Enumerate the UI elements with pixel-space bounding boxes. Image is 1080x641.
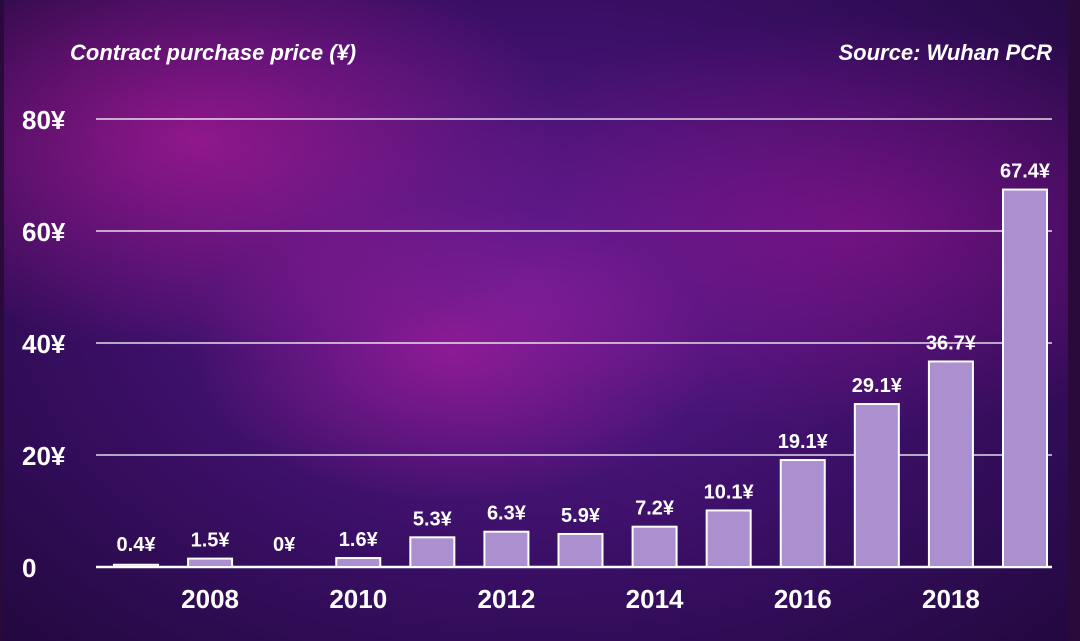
x-tick-label-2008: 2008 xyxy=(181,584,239,614)
value-label-2008: 1.5¥ xyxy=(191,530,231,552)
value-label-2007: 0.4¥ xyxy=(117,534,157,556)
value-label-2015: 10.1¥ xyxy=(704,481,755,503)
x-tick-label-2010: 2010 xyxy=(329,584,387,614)
bar-2010 xyxy=(335,557,382,568)
bar-2018 xyxy=(927,360,974,569)
y-tick-label: 40¥ xyxy=(22,329,66,359)
value-label-2012: 6.3¥ xyxy=(487,503,527,525)
bar-2012 xyxy=(483,530,530,568)
y-tick-label: 20¥ xyxy=(22,441,66,471)
x-tick-label-2014: 2014 xyxy=(626,584,684,614)
bar-2011 xyxy=(409,536,456,569)
bars xyxy=(113,188,1048,569)
value-label-2018: 36.7¥ xyxy=(926,332,977,354)
value-label-2017: 29.1¥ xyxy=(852,375,903,397)
value-label-2010: 1.6¥ xyxy=(339,529,379,551)
x-tick-label-2016: 2016 xyxy=(774,584,832,614)
y-tick-label: 60¥ xyxy=(22,217,66,247)
value-label-2016: 19.1¥ xyxy=(778,431,829,453)
bar-2017 xyxy=(853,403,900,569)
bar-2013 xyxy=(557,532,604,569)
bar-2016 xyxy=(779,459,826,569)
chart-title: Contract purchase price (¥) xyxy=(70,40,356,65)
value-label-2019: 67.4¥ xyxy=(1000,161,1051,183)
x-axis: 2008 2010 2012 2014 2016 2018 xyxy=(181,584,980,614)
chart-container: Contract purchase price (¥) Source: Wuha… xyxy=(4,0,1068,641)
x-tick-label-2012: 2012 xyxy=(477,584,535,614)
bar-2014 xyxy=(631,525,678,568)
value-labels: 0.4¥ 1.5¥ 0¥ 1.6¥ 5.3¥ 6.3¥ 5.9¥ 7.2¥ 10.1¥ 19.1¥… xyxy=(117,161,1051,556)
bar-2015 xyxy=(705,509,752,569)
bar-2007 xyxy=(113,563,159,569)
bar-2019 xyxy=(1002,188,1048,568)
value-label-2013: 5.9¥ xyxy=(561,505,601,527)
x-tick-label-2018: 2018 xyxy=(922,584,980,614)
chart-source: Source: Wuhan PCR xyxy=(838,40,1052,65)
y-tick-label: 0 xyxy=(22,553,36,583)
y-tick-label: 80¥ xyxy=(22,105,66,135)
value-label-2009: 0¥ xyxy=(273,534,296,556)
value-label-2014: 7.2¥ xyxy=(635,498,675,520)
value-label-2011: 5.3¥ xyxy=(413,508,453,530)
bar-2008 xyxy=(187,557,234,568)
bar-chart: Contract purchase price (¥) Source: Wuha… xyxy=(22,40,1052,614)
